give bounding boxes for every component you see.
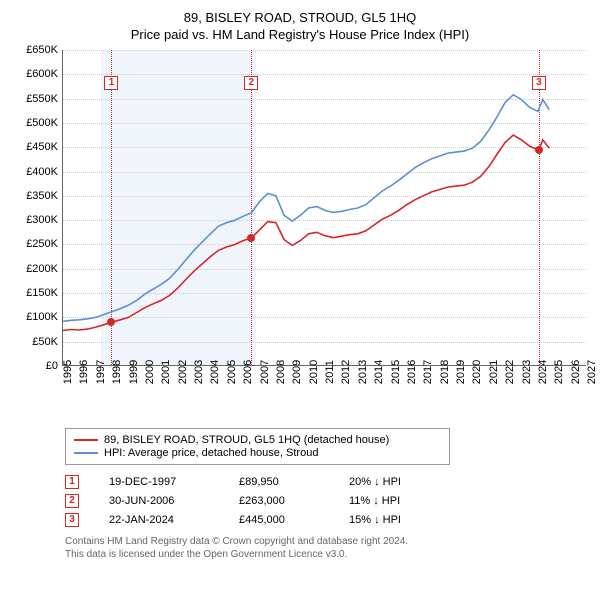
y-tick-label: £450K: [26, 141, 58, 153]
x-tick-label: 2009: [291, 360, 303, 384]
x-tick-label: 2003: [193, 360, 205, 384]
chart: 1 2 3 £0 £50K £100K £150K £200K £250K £300K £350K…: [10, 50, 590, 420]
chart-container: 89, BISLEY ROAD, STROUD, GL5 1HQ Price p…: [0, 0, 600, 567]
x-tick-label: 2006: [242, 360, 254, 384]
x-tick-label: 1999: [128, 360, 140, 384]
sales-table: 1 19-DEC-1997 £89,950 20% ↓ HPI 2 30-JUN…: [65, 475, 590, 527]
y-tick-label: £50K: [32, 336, 58, 348]
x-tick-label: 2022: [504, 360, 516, 384]
y-tick-label: £300K: [26, 214, 58, 226]
x-tick-label: 2018: [439, 360, 451, 384]
x-tick-label: 2008: [275, 360, 287, 384]
x-tick-label: 2010: [308, 360, 320, 384]
y-tick-label: £550K: [26, 93, 58, 105]
x-tick-label: 2020: [471, 360, 483, 384]
callout-3: 3: [532, 76, 546, 90]
sales-date: 22-JAN-2024: [109, 514, 209, 526]
y-tick-label: £200K: [26, 263, 58, 275]
sale-marker: [535, 146, 543, 154]
sales-price: £89,950: [239, 476, 319, 488]
x-tick-label: 2019: [455, 360, 467, 384]
x-tick-label: 2012: [340, 360, 352, 384]
x-tick-label: 2001: [160, 360, 172, 384]
callout-2: 2: [244, 76, 258, 90]
legend-label: 89, BISLEY ROAD, STROUD, GL5 1HQ (detach…: [104, 434, 389, 446]
footer-line2: This data is licensed under the Open Gov…: [65, 548, 590, 561]
series-hpi: [63, 95, 549, 322]
x-tick-label: 2024: [537, 360, 549, 384]
legend-swatch: [74, 439, 98, 441]
x-tick-label: 2007: [259, 360, 271, 384]
sales-row: 3 22-JAN-2024 £445,000 15% ↓ HPI: [65, 513, 590, 527]
legend-label: HPI: Average price, detached house, Stro…: [104, 447, 318, 459]
y-tick-label: £250K: [26, 238, 58, 250]
x-tick-label: 2017: [422, 360, 434, 384]
callout-1: 1: [104, 76, 118, 90]
y-tick-label: £650K: [26, 44, 58, 56]
legend-item: 89, BISLEY ROAD, STROUD, GL5 1HQ (detach…: [74, 434, 441, 446]
footer: Contains HM Land Registry data © Crown c…: [65, 535, 590, 561]
x-tick-label: 2013: [357, 360, 369, 384]
legend-swatch: [74, 452, 98, 454]
sale-marker: [247, 234, 255, 242]
sales-row: 2 30-JUN-2006 £263,000 11% ↓ HPI: [65, 494, 590, 508]
y-tick-label: £150K: [26, 287, 58, 299]
x-tick-label: 2015: [390, 360, 402, 384]
plot-area: 1 2 3: [62, 50, 586, 366]
y-tick-label: £600K: [26, 68, 58, 80]
sales-callout-2: 2: [65, 494, 79, 508]
x-tick-label: 2027: [586, 360, 598, 384]
footer-line1: Contains HM Land Registry data © Crown c…: [65, 535, 590, 548]
x-tick-label: 2002: [177, 360, 189, 384]
x-tick-label: 2004: [209, 360, 221, 384]
sales-hpi: 15% ↓ HPI: [349, 514, 449, 526]
x-tick-label: 2011: [324, 360, 336, 384]
title-address: 89, BISLEY ROAD, STROUD, GL5 1HQ: [10, 10, 590, 25]
legend: 89, BISLEY ROAD, STROUD, GL5 1HQ (detach…: [65, 428, 450, 465]
x-tick-label: 2026: [570, 360, 582, 384]
sales-price: £263,000: [239, 495, 319, 507]
series-lines: [63, 50, 587, 366]
sales-date: 19-DEC-1997: [109, 476, 209, 488]
sales-callout-3: 3: [65, 513, 79, 527]
sale-marker: [107, 318, 115, 326]
x-tick-label: 1998: [111, 360, 123, 384]
x-tick-label: 1997: [95, 360, 107, 384]
sales-hpi: 11% ↓ HPI: [349, 495, 449, 507]
y-tick-label: £500K: [26, 117, 58, 129]
x-tick-label: 2021: [488, 360, 500, 384]
x-tick-label: 2016: [406, 360, 418, 384]
y-tick-label: £100K: [26, 311, 58, 323]
x-tick-label: 2025: [553, 360, 565, 384]
x-tick-label: 1996: [78, 360, 90, 384]
sales-date: 30-JUN-2006: [109, 495, 209, 507]
x-tick-label: 2014: [373, 360, 385, 384]
x-tick-label: 2023: [521, 360, 533, 384]
sales-price: £445,000: [239, 514, 319, 526]
sales-callout-1: 1: [65, 475, 79, 489]
x-tick-label: 2000: [144, 360, 156, 384]
title-subtitle: Price paid vs. HM Land Registry's House …: [10, 27, 590, 42]
y-tick-label: £350K: [26, 190, 58, 202]
legend-item: HPI: Average price, detached house, Stro…: [74, 447, 441, 459]
x-tick-label: 1995: [62, 360, 74, 384]
sales-hpi: 20% ↓ HPI: [349, 476, 449, 488]
y-tick-label: £0: [46, 360, 58, 372]
x-tick-label: 2005: [226, 360, 238, 384]
sales-row: 1 19-DEC-1997 £89,950 20% ↓ HPI: [65, 475, 590, 489]
y-tick-label: £400K: [26, 166, 58, 178]
